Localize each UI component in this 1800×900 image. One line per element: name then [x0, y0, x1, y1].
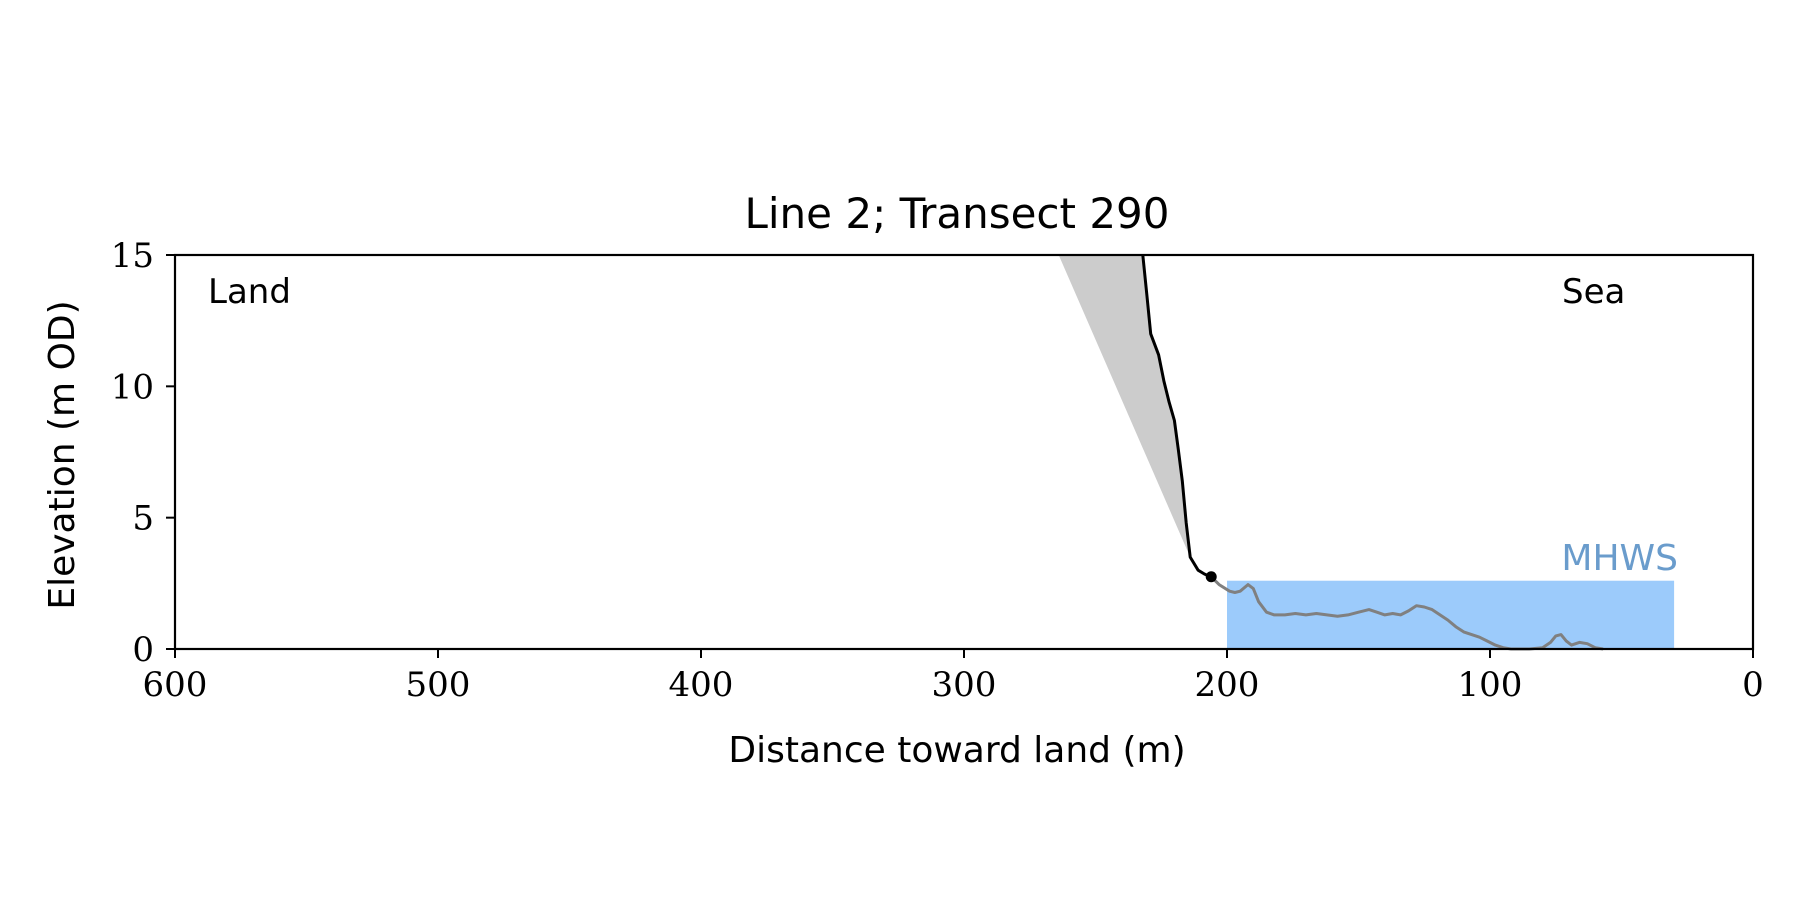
- sea-annotation: Sea: [1562, 272, 1625, 312]
- cliff-toe-marker: [1205, 571, 1217, 583]
- x-tick-label: 500: [406, 665, 471, 705]
- talus-fill: [1058, 255, 1191, 558]
- mhws-label: MHWS: [1561, 538, 1678, 579]
- x-tick-label: 600: [143, 665, 208, 705]
- x-tick-label: 400: [669, 665, 734, 705]
- chart-title: Line 2; Transect 290: [744, 189, 1169, 238]
- axes-layer: 600 500 400 300 200 100 0 0 5 10 15: [111, 236, 1764, 705]
- y-tick-label: 5: [132, 499, 154, 539]
- y-tick-label: 15: [111, 236, 154, 276]
- x-tick-label: 200: [1195, 665, 1260, 705]
- land-annotation: Land: [208, 272, 291, 312]
- x-tick-label: 100: [1458, 665, 1523, 705]
- x-tick-label: 0: [1742, 665, 1764, 705]
- cliff-profile-line: [1141, 254, 1212, 579]
- y-tick-label: 0: [132, 630, 154, 670]
- fill-layer: [1058, 255, 1675, 649]
- y-axis-label: Elevation (m OD): [42, 300, 83, 609]
- beach-profile-line: [1210, 575, 1604, 651]
- x-tick-label: 300: [932, 665, 997, 705]
- x-axis-label: Distance toward land (m): [728, 730, 1185, 771]
- y-tick-label: 10: [111, 367, 154, 407]
- line-layer: [1141, 254, 1604, 651]
